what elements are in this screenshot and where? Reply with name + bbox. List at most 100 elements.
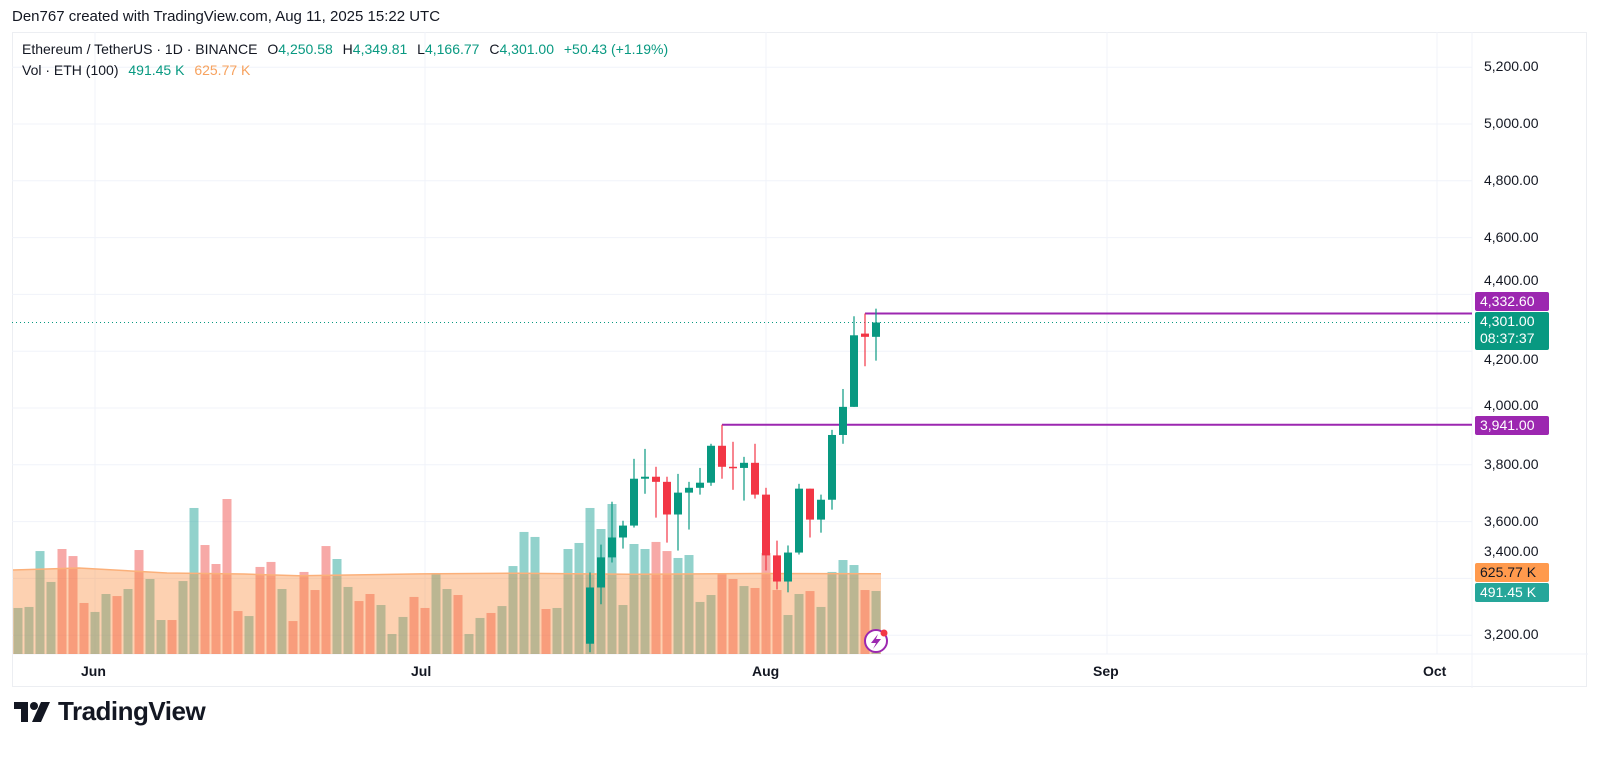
- volume-bar: [816, 606, 826, 654]
- volume-bar: [90, 611, 100, 654]
- volume-bar: [365, 594, 375, 654]
- volume-bar: [508, 566, 518, 654]
- candle-body: [762, 494, 770, 556]
- close-value: 4,301.00: [499, 41, 554, 57]
- candle-body: [619, 525, 627, 538]
- y-tick-label: 3,400.00: [1484, 543, 1539, 560]
- high-value: 4,349.81: [352, 41, 408, 57]
- volume-bar: [475, 617, 485, 654]
- y-tick-label: 5,200.00: [1484, 58, 1539, 75]
- volume-value: 491.45 K: [128, 62, 185, 78]
- x-tick-label: Jun: [81, 663, 106, 679]
- candle: [751, 443, 759, 499]
- volume-bar: [805, 591, 815, 654]
- volume-bar: [24, 606, 34, 654]
- volume-bar: [849, 565, 859, 654]
- volume-bar: [871, 590, 881, 654]
- volume-bar: [189, 507, 199, 654]
- last-price: 4,301.00: [1480, 313, 1535, 329]
- candle-body: [718, 445, 726, 467]
- y-tick-label: 3,200.00: [1484, 626, 1539, 643]
- volume-ma-fill: [13, 567, 881, 654]
- candle: [630, 458, 638, 528]
- candle-body: [861, 333, 869, 337]
- tradingview-logo-text: TradingView: [58, 696, 206, 726]
- candle-body: [828, 434, 836, 500]
- volume-bar: [761, 552, 771, 654]
- candle-body: [586, 587, 594, 644]
- volume-ma-axis-label: 625.77 K: [1475, 563, 1549, 582]
- candle: [740, 456, 748, 501]
- y-tick-label: 3,600.00: [1484, 512, 1539, 529]
- candle: [696, 467, 704, 495]
- volume-bar: [244, 616, 254, 654]
- last-price-label: 4,301.00 08:37:37: [1475, 312, 1549, 350]
- symbol-title[interactable]: Ethereum / TetherUS · 1D · BINANCE: [22, 41, 258, 57]
- low-value: 4,166.77: [424, 41, 480, 57]
- candle-body: [608, 537, 616, 558]
- volume-bar: [552, 607, 562, 654]
- volume-bar: [717, 574, 727, 654]
- candle-body: [652, 476, 660, 482]
- volume-bar: [420, 607, 430, 654]
- chart-frame: [12, 32, 1587, 687]
- volume-bar: [629, 544, 639, 654]
- volume-bar: [530, 536, 540, 654]
- candle: [850, 316, 858, 407]
- volume-bar: [343, 586, 353, 654]
- volume-bar: [101, 594, 111, 654]
- volume-ma-area: [12, 567, 882, 654]
- volume-bar: [750, 587, 760, 654]
- candle-body: [751, 462, 759, 495]
- candle: [652, 466, 660, 518]
- volume-bar: [398, 616, 408, 654]
- bar-countdown: 08:37:37: [1480, 330, 1535, 346]
- volume-bar: [860, 590, 870, 654]
- volume-bar: [739, 586, 749, 654]
- volume-bar: [486, 612, 496, 654]
- candle: [729, 441, 737, 490]
- candle: [663, 476, 671, 543]
- volume-bar: [519, 531, 529, 654]
- volume-bar: [310, 590, 320, 654]
- candle: [839, 388, 847, 444]
- volume-bar: [354, 601, 364, 654]
- candle: [641, 448, 649, 494]
- volume-bar: [156, 620, 166, 654]
- volume-bar: [332, 559, 342, 654]
- volume-bar: [288, 621, 298, 654]
- volume-bar: [211, 564, 221, 654]
- volume-bar: [497, 606, 507, 654]
- candle: [685, 481, 693, 530]
- lightning-icon[interactable]: [864, 629, 888, 653]
- volume-bar: [200, 545, 210, 654]
- candle: [707, 443, 715, 486]
- upper-level-price-label: 4,332.60: [1475, 292, 1549, 311]
- volume-bar: [541, 609, 551, 654]
- candle-body: [839, 406, 847, 435]
- volume-title[interactable]: Vol · ETH (100): [22, 62, 119, 78]
- candle-body: [674, 492, 682, 515]
- volume-bar: [266, 561, 276, 654]
- candle-body: [817, 499, 825, 520]
- symbol-legend: Ethereum / TetherUS · 1D · BINANCE O4,25…: [22, 41, 668, 57]
- volume-bar: [222, 499, 232, 654]
- volume-bar: [178, 581, 188, 654]
- tradingview-logo[interactable]: TradingView: [14, 696, 206, 727]
- candle: [762, 487, 770, 571]
- candle: [608, 501, 616, 563]
- volume-bar: [409, 596, 419, 654]
- volume-ma-line: [12, 567, 882, 577]
- volume-bar: [13, 607, 23, 654]
- volume-bar: [827, 571, 837, 654]
- volume-bar: [453, 595, 463, 654]
- volume-bar: [783, 615, 793, 654]
- candle-body: [696, 482, 704, 488]
- volume-bar: [167, 620, 177, 654]
- volume-bar: [321, 546, 331, 654]
- volume-bar: [695, 601, 705, 654]
- y-tick-label: 3,800.00: [1484, 455, 1539, 472]
- volume-bar: [706, 595, 716, 654]
- candle-body: [872, 322, 880, 337]
